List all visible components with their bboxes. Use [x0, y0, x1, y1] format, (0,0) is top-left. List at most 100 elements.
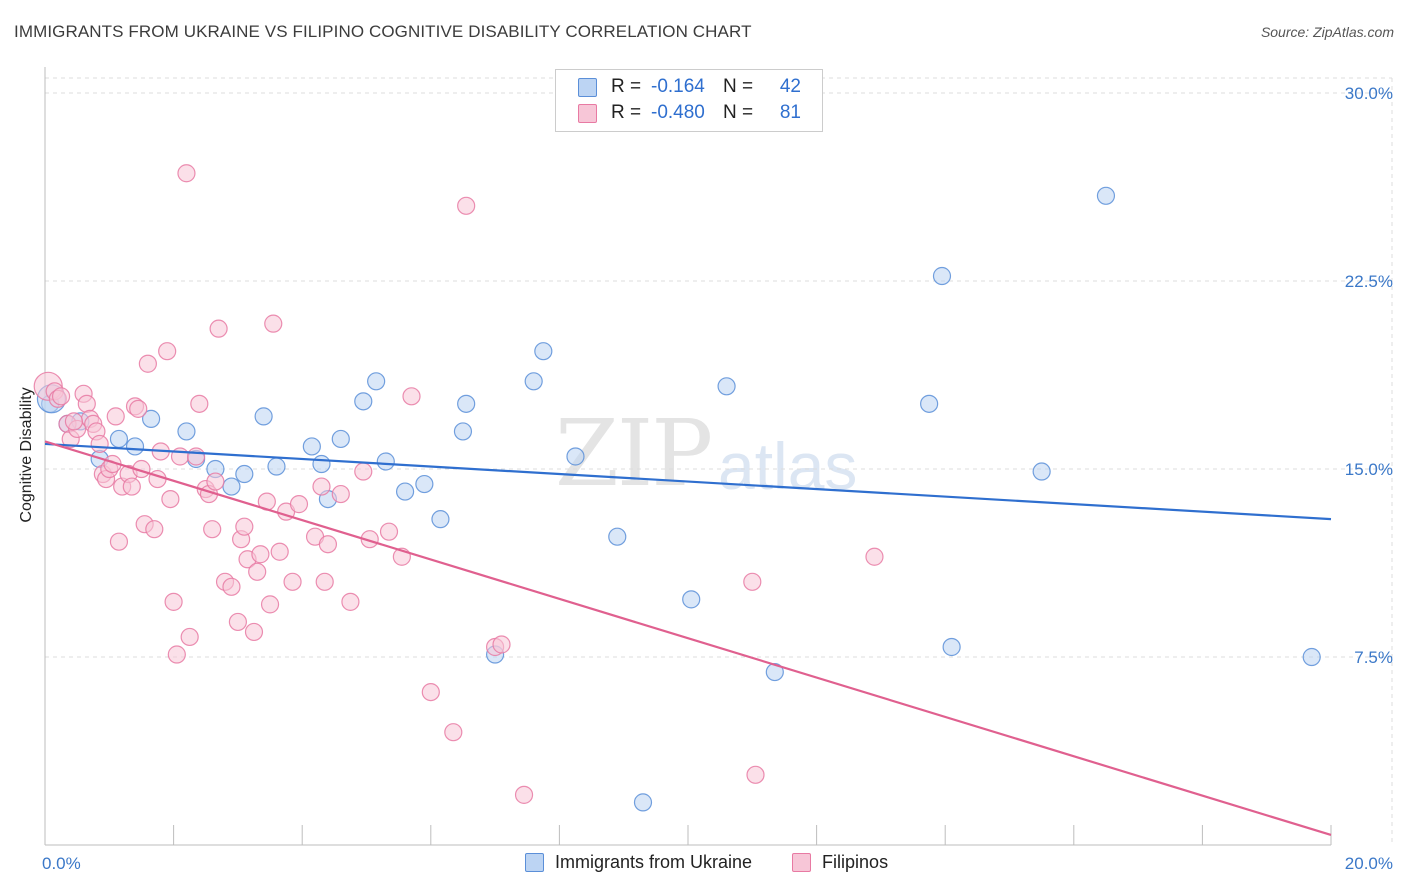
point-ukraine: [1032, 462, 1051, 481]
axes: [44, 67, 1332, 846]
point-filipinos: [206, 472, 225, 491]
legend-swatch-filipinos: [792, 853, 812, 872]
point-filipinos: [354, 462, 373, 481]
legend-n-value: 42: [779, 76, 801, 97]
point-filipinos: [341, 592, 360, 611]
point-filipinos: [209, 319, 228, 338]
point-filipinos: [64, 412, 84, 431]
point-ukraine: [1302, 647, 1321, 667]
point-filipinos: [203, 520, 222, 539]
point-ukraine: [682, 590, 701, 609]
x-tick-label: 0.0%: [42, 854, 81, 873]
legend-swatch-ukraine: [525, 853, 544, 872]
point-filipinos: [129, 399, 148, 418]
point-ukraine: [125, 437, 145, 456]
point-ukraine: [633, 793, 653, 812]
trend-line-ukraine: [44, 442, 1332, 521]
point-filipinos: [457, 196, 476, 215]
point-ukraine: [267, 457, 286, 476]
point-filipinos: [177, 164, 196, 183]
point-filipinos: [289, 495, 309, 514]
point-filipinos: [743, 572, 762, 591]
point-ukraine: [235, 464, 254, 484]
legend-label-filipinos: Filipinos: [822, 852, 889, 872]
point-ukraine: [534, 342, 553, 361]
point-filipinos: [421, 683, 440, 702]
point-ukraine: [302, 437, 321, 456]
point-filipinos: [109, 532, 129, 551]
legend-r-value: -0.480: [651, 102, 705, 123]
legend-item-ukraine[interactable]: Immigrants from Ukraine: [525, 852, 752, 873]
point-ukraine: [415, 474, 434, 494]
point-ukraine: [524, 372, 543, 391]
point-ukraine: [376, 452, 395, 471]
point-ukraine: [717, 377, 736, 396]
x-tick-labels: 0.0% 20.0%: [42, 854, 1393, 873]
point-filipinos: [161, 489, 180, 509]
point-filipinos: [264, 314, 283, 333]
point-filipinos: [164, 592, 183, 611]
series-legend: Immigrants from Ukraine Filipinos: [525, 852, 928, 873]
y-tick-labels: 7.5% 15.0% 22.5% 30.0%: [1345, 84, 1393, 667]
point-filipinos: [248, 562, 267, 581]
legend-n-value: 81: [779, 102, 801, 123]
point-filipinos: [260, 595, 280, 614]
trend-line-filipinos: [44, 440, 1332, 837]
point-ukraine: [942, 637, 961, 657]
point-ukraine: [395, 482, 415, 501]
point-filipinos: [122, 477, 141, 496]
point-ukraine: [453, 422, 473, 441]
legend-n-label: N =: [723, 102, 754, 123]
point-filipinos: [492, 635, 511, 654]
legend-r-value: -0.164: [651, 76, 705, 97]
point-filipinos: [158, 342, 177, 361]
trend-lines: [44, 440, 1332, 837]
point-filipinos: [180, 627, 199, 647]
point-filipinos: [444, 723, 463, 742]
y-tick-label: 22.5%: [1345, 272, 1393, 291]
point-ukraine: [177, 422, 196, 441]
point-filipinos: [315, 572, 334, 591]
point-ukraine: [354, 392, 373, 411]
chart-title: IMMIGRANTS FROM UKRAINE VS FILIPINO COGN…: [14, 22, 752, 41]
point-filipinos: [244, 622, 264, 642]
point-ukraine: [920, 394, 939, 413]
point-filipinos: [402, 387, 421, 406]
point-ukraine: [457, 394, 476, 413]
point-ukraine: [222, 477, 241, 496]
correlation-legend: R = -0.164 N = 42 R = -0.480 N = 81: [555, 69, 823, 132]
point-ukraine: [765, 662, 784, 682]
point-filipinos: [190, 394, 209, 413]
point-filipinos: [514, 785, 534, 804]
legend-row-ukraine: R = -0.164 N = 42: [578, 75, 801, 99]
legend-item-filipinos[interactable]: Filipinos: [792, 852, 888, 873]
legend-r-label: R =: [611, 76, 642, 97]
point-ukraine: [141, 409, 161, 428]
point-ukraine: [932, 266, 952, 286]
point-filipinos: [51, 387, 71, 406]
gridlines: [45, 77, 1393, 845]
x-tick-label: 20.0%: [1345, 854, 1393, 873]
data-points: [33, 164, 1321, 812]
point-filipinos: [251, 545, 270, 564]
source-label: Source: ZipAtlas.com: [1260, 24, 1394, 40]
point-ukraine: [254, 407, 273, 426]
point-filipinos: [379, 522, 399, 541]
point-filipinos: [235, 517, 254, 536]
point-filipinos: [746, 765, 765, 784]
point-filipinos: [167, 645, 186, 664]
point-filipinos: [318, 535, 338, 554]
point-ukraine: [566, 447, 585, 466]
point-ukraine: [367, 372, 386, 391]
point-filipinos: [90, 434, 109, 454]
point-ukraine: [331, 429, 350, 449]
point-filipinos: [77, 394, 96, 413]
point-filipinos: [865, 547, 884, 566]
point-filipinos: [138, 354, 157, 373]
point-filipinos: [222, 577, 241, 596]
point-filipinos: [145, 520, 164, 539]
y-tick-label: 7.5%: [1354, 648, 1393, 667]
point-filipinos: [270, 542, 289, 561]
legend-r-label: R =: [611, 102, 642, 123]
